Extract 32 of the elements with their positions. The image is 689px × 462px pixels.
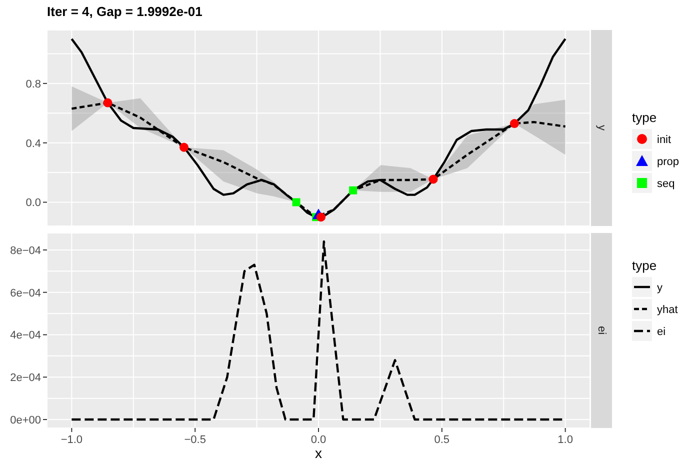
y-tick-label: 0.0 — [26, 197, 41, 210]
chart-title: Iter = 4, Gap = 1.9992e-01 — [47, 4, 202, 19]
y-tick-label: 0.8 — [26, 78, 41, 90]
point — [349, 186, 358, 194]
legend-label: yhat — [657, 304, 678, 316]
point — [316, 212, 326, 222]
legend-title: type — [632, 110, 658, 125]
text: y — [596, 125, 608, 131]
y-tick-label: 6e−04 — [10, 287, 41, 300]
x-axis-title: x — [314, 445, 323, 461]
point — [103, 98, 112, 108]
x-tick-label: 0.5 — [434, 434, 450, 446]
legend-label: y — [657, 282, 662, 294]
x-tick-label: 0.0 — [310, 434, 326, 446]
y-tick-label: 0.4 — [26, 138, 41, 150]
legend-label: init — [657, 134, 672, 146]
legend-label: prop — [657, 156, 680, 168]
x-tick-label: −1.0 — [60, 434, 83, 446]
y-tick-label: 2e−04 — [10, 372, 41, 384]
y-tick-label: 0e+00 — [10, 414, 41, 427]
legend-label: ei — [657, 326, 666, 338]
legend-label: seq — [657, 178, 675, 190]
point — [510, 119, 519, 128]
point — [179, 142, 188, 152]
y-tick-label: 8e−04 — [10, 244, 41, 257]
x-tick-label: −0.5 — [184, 434, 206, 446]
x-tick-label: 1.0 — [558, 434, 573, 446]
legend-title: type — [632, 258, 658, 273]
point — [428, 174, 438, 184]
y-tick-label: 4e−04 — [10, 330, 41, 342]
point — [292, 198, 300, 206]
text: ei — [596, 326, 608, 335]
